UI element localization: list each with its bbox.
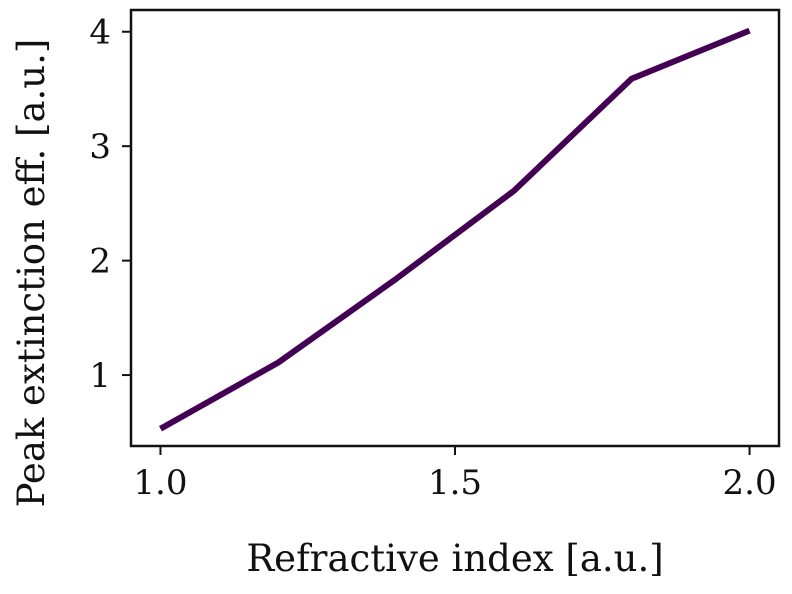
y-tick-label: 3	[89, 127, 111, 167]
series-line-0	[159, 27, 751, 432]
x-tick-label: 1.0	[133, 463, 187, 503]
series-layer	[159, 27, 751, 432]
y-tick-label: 1	[89, 356, 111, 396]
x-axis-ticks: 1.0 1.5 2.0	[133, 446, 777, 503]
y-axis-ticks: 1 2 3 4	[89, 13, 131, 396]
y-axis-label: Peak extinction eff. [a.u.]	[10, 39, 53, 508]
x-axis-label: Refractive index [a.u.]	[246, 537, 663, 580]
y-tick-label: 2	[89, 242, 111, 282]
plot-frame	[129, 8, 781, 448]
x-tick-label: 2.0	[723, 463, 777, 503]
y-tick-label: 4	[89, 13, 111, 53]
x-tick-label: 1.5	[428, 463, 482, 503]
